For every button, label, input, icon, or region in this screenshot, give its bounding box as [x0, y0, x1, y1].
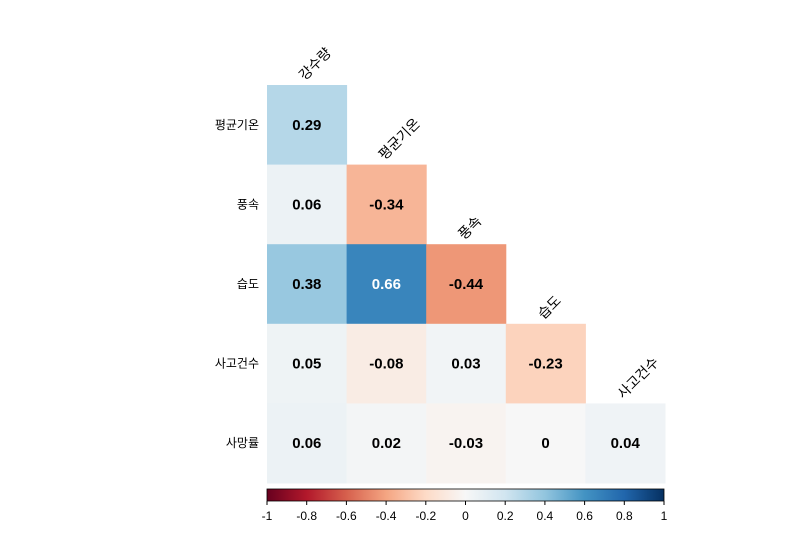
cell-value-label: 0.04: [611, 435, 641, 452]
row-label: 습도: [237, 277, 259, 291]
cell-value-label: 0.06: [292, 435, 321, 452]
colorbar: -1 -0.8 -0.6 -0.4 -0.2 0 0.2 0.4 0.6 0.8 1: [262, 488, 668, 523]
colorbar-tick-label: 0.8: [616, 509, 633, 523]
colorbar-tick-label: 0: [462, 509, 469, 523]
heatmap-cell: [426, 403, 507, 484]
colorbar-tick-label: -0.6: [336, 509, 357, 523]
heatmap-cells: 0.29 0.06 -0.34 0.38 0.66 -0.44 0.05 -0.08 0.03 -…: [267, 85, 666, 484]
column-label: 습도: [535, 293, 565, 323]
colorbar-tick-label: -1: [262, 509, 273, 523]
cell-value-label: 0.05: [292, 356, 321, 373]
colorbar-tick-label: 0.6: [576, 509, 593, 523]
cell-value-label: 0.03: [451, 356, 480, 373]
column-label: 평균기온: [376, 116, 424, 164]
heatmap-cell: [267, 323, 348, 404]
colorbar-tick-label: 1: [661, 509, 668, 523]
heatmap-cell: [267, 85, 348, 166]
cell-value-label: 0.38: [292, 276, 321, 293]
colorbar-tick-label: -0.4: [376, 509, 397, 523]
heatmap-cell: [346, 244, 427, 325]
heatmap-cell: [505, 323, 586, 404]
cell-value-label: -0.03: [449, 435, 483, 452]
cell-value-label: 0.29: [292, 117, 321, 134]
heatmap-cell: [426, 244, 507, 325]
colorbar-tick-label: 0.2: [497, 509, 514, 523]
heatmap-cell: [585, 403, 666, 484]
colorbar-tick-label: 0.4: [537, 509, 554, 523]
row-label: 평균기온: [215, 118, 259, 132]
heatmap-cell: [346, 323, 427, 404]
column-label: 사고건수: [615, 354, 663, 402]
heatmap-cell: [505, 403, 586, 484]
heatmap-cell: [267, 164, 348, 245]
cell-value-label: 0.02: [372, 435, 401, 452]
cell-value-label: 0.06: [292, 196, 321, 213]
heatmap-cell: [346, 164, 427, 245]
heatmap-cell: [426, 323, 507, 404]
colorbar-gradient: [266, 488, 665, 502]
cell-value-label: -0.34: [369, 196, 404, 213]
cell-value-label: 0.66: [372, 276, 401, 293]
column-label: 풍속: [456, 213, 486, 243]
heatmap-cell: [267, 244, 348, 325]
column-label: 강수량: [296, 45, 335, 84]
row-label: 사고건수: [215, 357, 259, 371]
cell-value-label: -0.08: [369, 356, 403, 373]
cell-value-label: -0.44: [449, 276, 484, 293]
cell-value-label: -0.23: [528, 356, 562, 373]
cell-value-label: 0: [541, 435, 549, 452]
heatmap-cell: [267, 403, 348, 484]
heatmap-cell: [346, 403, 427, 484]
colorbar-tick-label: -0.8: [296, 509, 317, 523]
row-label: 사망률: [226, 436, 259, 450]
row-label: 풍속: [237, 197, 259, 211]
colorbar-tick-label: -0.2: [415, 509, 436, 523]
